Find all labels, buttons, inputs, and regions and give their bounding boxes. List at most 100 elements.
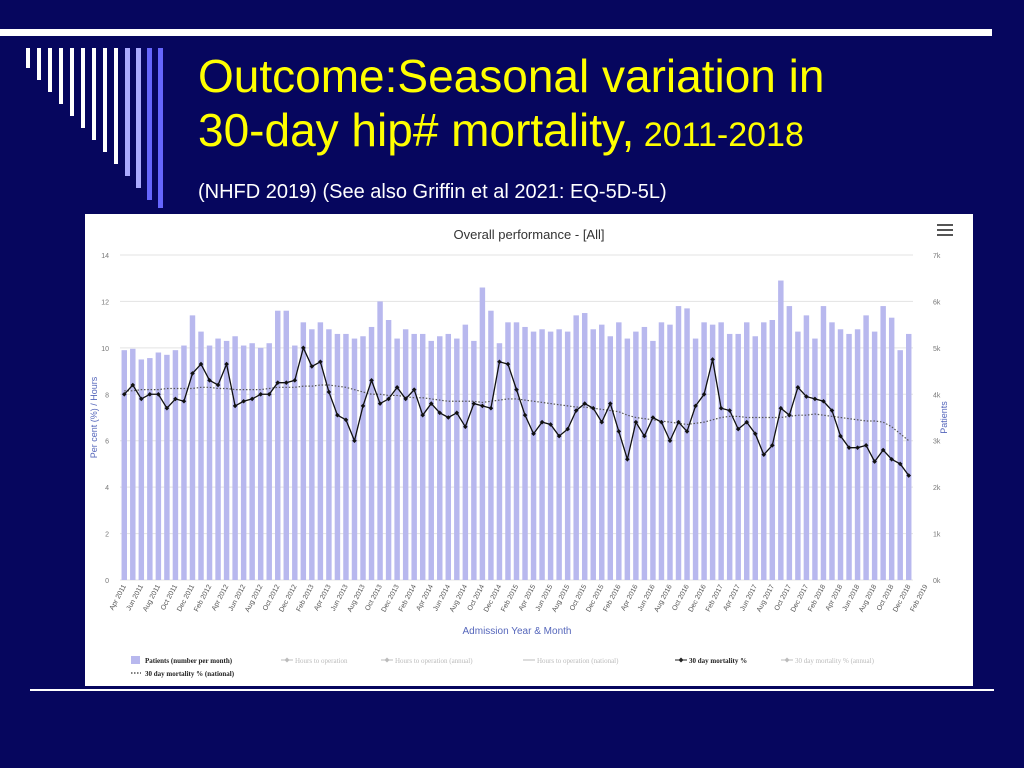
point-mortality bbox=[232, 403, 238, 409]
decorative-stripes bbox=[26, 48, 163, 208]
bar-patients bbox=[667, 324, 673, 580]
title-years: 2011-2018 bbox=[634, 116, 804, 154]
point-mortality bbox=[352, 438, 357, 444]
point-mortality bbox=[539, 419, 545, 425]
legend-label[interactable]: 30 day mortality % bbox=[689, 657, 747, 665]
bar-patients bbox=[871, 331, 878, 580]
point-mortality bbox=[156, 391, 161, 397]
point-mortality bbox=[266, 391, 272, 397]
bar-patients bbox=[360, 336, 366, 580]
point-mortality bbox=[735, 426, 741, 432]
title-main: 30-day hip# mortality, bbox=[198, 104, 635, 156]
stripe bbox=[114, 48, 118, 164]
bar-patients bbox=[130, 348, 136, 580]
legend-label[interactable]: Hours to operation bbox=[295, 657, 348, 665]
point-mortality bbox=[650, 415, 656, 420]
point-mortality bbox=[463, 424, 468, 430]
point-mortality bbox=[198, 361, 204, 367]
bar-patients bbox=[522, 326, 528, 580]
y-tick-left: 4 bbox=[105, 485, 109, 492]
y-tick-left: 0 bbox=[105, 578, 109, 585]
bar-patients bbox=[334, 333, 341, 580]
bar-patients bbox=[249, 343, 255, 580]
stripe bbox=[37, 48, 41, 80]
legend-label[interactable]: Hours to operation (national) bbox=[537, 657, 619, 665]
bar-patients bbox=[880, 306, 886, 580]
point-mortality bbox=[480, 403, 485, 409]
point-mortality bbox=[318, 359, 323, 365]
x-tick-label: Oct 2011 bbox=[160, 584, 179, 612]
point-mortality bbox=[224, 361, 229, 367]
point-mortality bbox=[147, 391, 153, 397]
bottom-rule bbox=[30, 689, 994, 691]
bar-patients bbox=[505, 322, 511, 580]
point-mortality bbox=[607, 401, 613, 406]
bar-patients bbox=[846, 333, 852, 580]
bar-patients bbox=[488, 310, 494, 580]
legend-label[interactable]: Patients (number per month) bbox=[145, 657, 233, 665]
point-mortality bbox=[770, 443, 775, 448]
bar-patients bbox=[496, 343, 503, 580]
legend-swatch bbox=[678, 657, 684, 663]
bar-patients bbox=[573, 315, 579, 580]
bar-patients bbox=[351, 338, 358, 580]
bar-patients bbox=[411, 333, 417, 580]
bar-patients bbox=[701, 322, 707, 580]
legend-swatch bbox=[131, 656, 140, 664]
point-mortality bbox=[249, 396, 255, 402]
stripe bbox=[147, 48, 152, 200]
bar-patients bbox=[854, 329, 861, 580]
bar-patients bbox=[138, 359, 145, 580]
bar-patients bbox=[769, 320, 776, 580]
point-mortality bbox=[684, 429, 690, 434]
bar-patients bbox=[181, 345, 187, 580]
legend-label[interactable]: 30 day mortality % (annual) bbox=[795, 657, 875, 665]
point-mortality bbox=[394, 385, 400, 390]
point-mortality bbox=[718, 405, 724, 411]
stripe bbox=[48, 48, 52, 92]
bar-patients bbox=[189, 315, 196, 580]
bar-patients bbox=[684, 308, 690, 580]
point-mortality bbox=[897, 461, 903, 467]
bar-patients bbox=[735, 333, 741, 580]
bar-patients bbox=[718, 322, 724, 580]
point-mortality bbox=[676, 419, 681, 425]
bar-patients bbox=[581, 313, 588, 580]
bar-patients bbox=[513, 322, 520, 580]
point-mortality bbox=[616, 429, 622, 434]
bar-patients bbox=[837, 329, 844, 580]
point-mortality bbox=[369, 378, 374, 383]
stripe bbox=[136, 48, 141, 188]
legend-label[interactable]: 30 day mortality % (national) bbox=[145, 670, 235, 678]
point-mortality bbox=[573, 408, 579, 413]
bar-patients bbox=[326, 329, 332, 580]
point-mortality bbox=[445, 415, 451, 420]
bar-patients bbox=[283, 310, 290, 580]
bar-patients bbox=[300, 322, 307, 580]
point-mortality bbox=[642, 433, 647, 439]
bar-patients bbox=[385, 320, 392, 580]
title-line-2: 30-day hip# mortality, 2011-2018 bbox=[198, 102, 998, 163]
bar-patients bbox=[164, 354, 170, 580]
bar-patients bbox=[530, 331, 537, 580]
point-mortality bbox=[258, 391, 263, 397]
y-tick-right: 3k bbox=[933, 439, 941, 446]
legend-swatch bbox=[284, 657, 290, 663]
y-axis-label-left: Per cent (%) / Hours bbox=[89, 376, 99, 458]
chart-title: Overall performance - [All] bbox=[454, 227, 605, 242]
top-rule bbox=[0, 29, 992, 36]
y-tick-left: 12 bbox=[101, 299, 109, 306]
legend-label[interactable]: Hours to operation (annual) bbox=[395, 657, 473, 665]
bar-patients bbox=[428, 340, 434, 580]
stripe bbox=[59, 48, 63, 104]
point-mortality bbox=[821, 398, 826, 404]
stripe bbox=[92, 48, 96, 140]
y-tick-right: 5k bbox=[933, 346, 941, 353]
point-mortality bbox=[744, 419, 750, 425]
chart-menu-icon[interactable] bbox=[937, 224, 953, 238]
point-mortality bbox=[829, 408, 835, 413]
bar-patients bbox=[240, 345, 247, 580]
point-mortality bbox=[761, 452, 767, 457]
point-mortality bbox=[215, 382, 221, 388]
bar-patients bbox=[402, 329, 409, 580]
